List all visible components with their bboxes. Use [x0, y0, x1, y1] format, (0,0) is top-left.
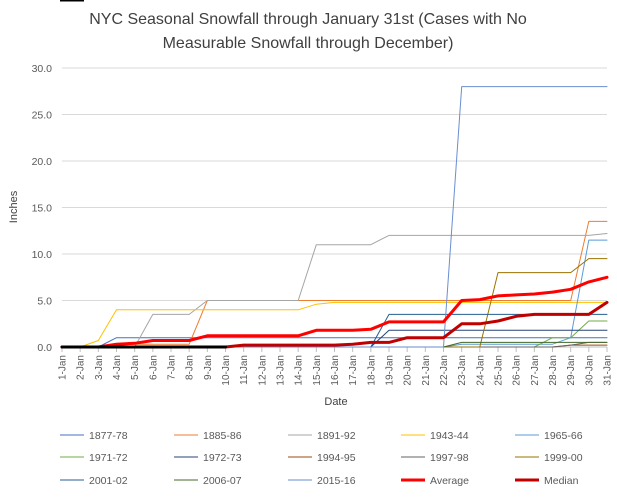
x-tick-label: 3-Jan — [94, 355, 105, 380]
x-tick-label: 30-Jan — [584, 355, 595, 386]
x-tick-label: 14-Jan — [294, 355, 305, 386]
x-tick-label: 13-Jan — [276, 355, 287, 386]
x-tick-label: 11-Jan — [239, 355, 250, 385]
axes: 0.0 5.0 10.0 15.0 20.0 25.0 30.0 1-Jan 2-Jan 3-Ja… — [32, 63, 614, 386]
legend-label: 1999-00 — [544, 452, 583, 464]
chart-title-line-2: Measurable Snowfall through December) — [163, 35, 454, 52]
legend-label: Median — [544, 475, 579, 487]
x-tick-label: 28-Jan — [548, 355, 559, 386]
y-tick-label: 25.0 — [32, 110, 53, 122]
gridlines — [62, 67, 607, 348]
y-tick-label: 20.0 — [32, 156, 53, 168]
x-tick-label: 27-Jan — [530, 355, 541, 386]
x-tick-label: 23-Jan — [457, 355, 468, 386]
series-line-1885-86 — [61, 220, 608, 348]
series-line-1943-44 — [61, 301, 608, 348]
x-tick-label: 29-Jan — [566, 355, 577, 386]
x-tick-label: 24-Jan — [475, 355, 486, 386]
series-line-1877-78 — [61, 337, 608, 348]
x-tick-label: 20-Jan — [403, 355, 414, 386]
legend-label: 1972-73 — [203, 452, 242, 464]
x-tick-label: 19-Jan — [385, 355, 396, 386]
x-tick-label: 31-Jan — [603, 355, 614, 386]
legend-label: 1971-72 — [89, 452, 128, 464]
x-tick-label: 10-Jan — [221, 355, 232, 386]
series-line-1891-92 — [61, 233, 608, 348]
x-tick-label: 12-Jan — [257, 355, 268, 386]
y-tick-label: 5.0 — [37, 296, 52, 308]
x-tick-label: 15-Jan — [312, 355, 323, 386]
legend-label: Average — [430, 475, 469, 487]
x-tick-label: 17-Jan — [348, 355, 359, 386]
legend-label: 1891-92 — [317, 430, 356, 442]
y-tick-label: 30.0 — [32, 63, 53, 75]
y-tick-label: 15.0 — [32, 203, 53, 215]
y-tick-label: 0.0 — [37, 342, 52, 354]
x-tick-label: 21-Jan — [421, 355, 432, 386]
series-line-median — [60, 300, 609, 349]
x-tick-label: 7-Jan — [167, 355, 178, 380]
y-axis-label: Inches — [8, 190, 20, 223]
legend-label: 2006-07 — [203, 475, 242, 487]
legend-label: 2015-16 — [317, 475, 356, 487]
x-tick-label: 16-Jan — [330, 355, 341, 386]
x-tick-label: 1-Jan — [58, 355, 69, 380]
x-tick-label: 8-Jan — [185, 355, 196, 380]
legend-label: 1877-78 — [89, 430, 128, 442]
legend: 1877-78 1885-86 1891-92 1943-44 1965-66 1971-… — [60, 0, 583, 487]
legend-label: 1885-86 — [203, 430, 242, 442]
x-tick-label: 18-Jan — [366, 355, 377, 386]
x-tick-label: 9-Jan — [203, 355, 214, 380]
x-tick-label: 6-Jan — [148, 355, 159, 380]
chart-title-line-1: NYC Seasonal Snowfall through January 31… — [89, 11, 527, 28]
legend-label: 2022-2023 — [89, 0, 139, 3]
y-tick-label: 10.0 — [32, 249, 53, 261]
series-line-average — [60, 275, 609, 349]
x-tick-label: 4-Jan — [112, 355, 123, 380]
legend-label: 1997-98 — [430, 452, 469, 464]
x-tick-label: 25-Jan — [494, 355, 505, 386]
x-tick-label: 22-Jan — [439, 355, 450, 386]
x-tick-label: 26-Jan — [512, 355, 523, 386]
series-line-2015-16 — [61, 86, 608, 348]
legend-label: 1994-95 — [317, 452, 356, 464]
series-lines — [60, 86, 609, 349]
legend-label: 2001-02 — [89, 475, 128, 487]
legend-label: 1965-66 — [544, 430, 583, 442]
x-axis-label: Date — [324, 396, 347, 408]
legend-label: 1943-44 — [430, 430, 469, 442]
x-tick-label: 2-Jan — [76, 355, 87, 380]
x-tick-label: 5-Jan — [130, 355, 141, 380]
